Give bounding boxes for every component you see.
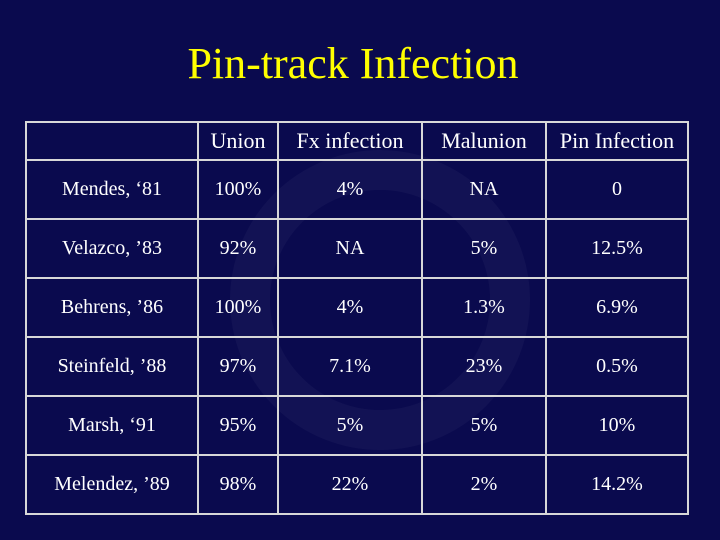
malunion-cell: 5% [421, 218, 547, 279]
pin-infection-cell: 0.5% [545, 336, 689, 397]
union-cell: 97% [197, 336, 279, 397]
fx-infection-cell: 22% [277, 454, 423, 515]
fx-infection-cell: 4% [277, 277, 423, 338]
union-cell: 95% [197, 395, 279, 456]
study-cell: Velazco, ’83 [25, 218, 199, 279]
study-cell: Melendez, ’89 [25, 454, 199, 515]
column-header-pin-infection: Pin Infection [545, 121, 689, 161]
study-cell: Mendes, ‘81 [25, 159, 199, 220]
fx-infection-cell: 4% [277, 159, 423, 220]
column-header-study [25, 121, 199, 161]
pin-infection-cell: 0 [545, 159, 689, 220]
column-header-fx-infection: Fx infection [277, 121, 423, 161]
union-cell: 92% [197, 218, 279, 279]
malunion-cell: 2% [421, 454, 547, 515]
table-row: Mendes, ‘81 100% 4% NA 0 [25, 159, 689, 220]
table-header-row: Union Fx infection Malunion Pin Infectio… [25, 121, 689, 161]
table-row: Marsh, ‘91 95% 5% 5% 10% [25, 395, 689, 456]
table-row: Steinfeld, ’88 97% 7.1% 23% 0.5% [25, 336, 689, 397]
pin-infection-cell: 6.9% [545, 277, 689, 338]
fx-infection-cell: 7.1% [277, 336, 423, 397]
malunion-cell: NA [421, 159, 547, 220]
study-cell: Steinfeld, ’88 [25, 336, 199, 397]
malunion-cell: 5% [421, 395, 547, 456]
pin-infection-cell: 12.5% [545, 218, 689, 279]
table-row: Behrens, ’86 100% 4% 1.3% 6.9% [25, 277, 689, 338]
union-cell: 98% [197, 454, 279, 515]
results-table: Union Fx infection Malunion Pin Infectio… [25, 121, 689, 515]
study-cell: Behrens, ’86 [25, 277, 199, 338]
column-header-malunion: Malunion [421, 121, 547, 161]
slide-title: Pin-track Infection [187, 39, 519, 88]
fx-infection-cell: 5% [277, 395, 423, 456]
fx-infection-cell: NA [277, 218, 423, 279]
column-header-union: Union [197, 121, 279, 161]
table-row: Velazco, ’83 92% NA 5% 12.5% [25, 218, 689, 279]
table-row: Melendez, ’89 98% 22% 2% 14.2% [25, 454, 689, 515]
pin-infection-cell: 14.2% [545, 454, 689, 515]
study-cell: Marsh, ‘91 [25, 395, 199, 456]
union-cell: 100% [197, 277, 279, 338]
malunion-cell: 23% [421, 336, 547, 397]
pin-infection-cell: 10% [545, 395, 689, 456]
union-cell: 100% [197, 159, 279, 220]
malunion-cell: 1.3% [421, 277, 547, 338]
